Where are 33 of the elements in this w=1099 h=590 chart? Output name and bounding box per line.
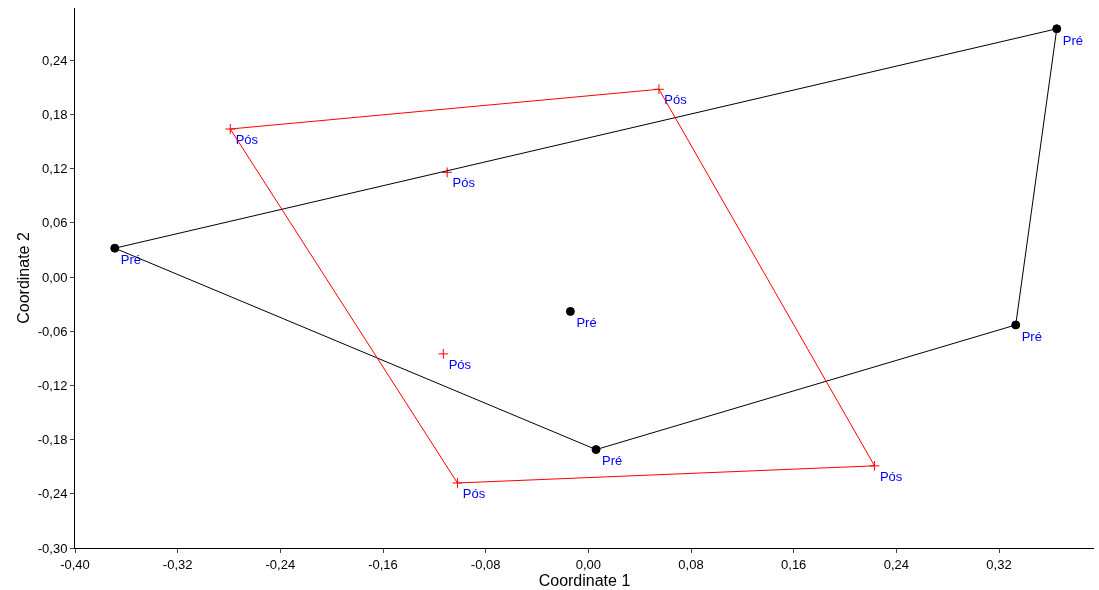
y-tick-label: 0,06 [42, 215, 68, 231]
x-tick-label: 0,00 [575, 556, 602, 572]
x-tick-label: 0,24 [883, 556, 910, 572]
data-label: Pós [235, 132, 259, 148]
x-tick-label: -0,24 [265, 556, 296, 572]
data-label: Pós [452, 175, 476, 191]
data-label: Pré [1062, 32, 1084, 48]
y-tick-label: 0,18 [42, 107, 68, 123]
data-label: Pós [879, 468, 903, 484]
x-tick-label: 0,08 [678, 556, 704, 572]
x-tick-label: 0,16 [781, 556, 807, 572]
y-axis-title: Coordinate 2 [14, 232, 32, 324]
y-tick-label: -0,18 [37, 432, 68, 448]
y-tick-label: 0,00 [42, 269, 68, 285]
data-label: Pós [462, 486, 486, 502]
y-tick-label: 0,12 [42, 161, 68, 177]
data-label: Pós [664, 92, 688, 108]
data-label: Pré [602, 453, 623, 469]
data-label: Pré [576, 315, 597, 331]
y-tick-label: -0,24 [37, 486, 68, 502]
data-label: Pós [448, 356, 472, 372]
data-label: Pré [120, 251, 142, 267]
y-tick-label: -0,12 [37, 378, 68, 394]
y-tick-label: 0,24 [42, 52, 68, 68]
y-tick-label: -0,06 [37, 323, 68, 339]
x-tick-label: 0,32 [986, 556, 1012, 572]
x-tick-label: -0,08 [470, 556, 501, 572]
x-tick-label: -0,16 [368, 556, 398, 572]
x-tick-label: -0,40 [60, 556, 90, 572]
y-tick-label: -0,30 [37, 540, 68, 556]
data-label: Pré [1021, 328, 1042, 344]
x-tick-label: -0,32 [162, 556, 193, 572]
x-axis-title: Coordinate 1 [538, 571, 631, 589]
